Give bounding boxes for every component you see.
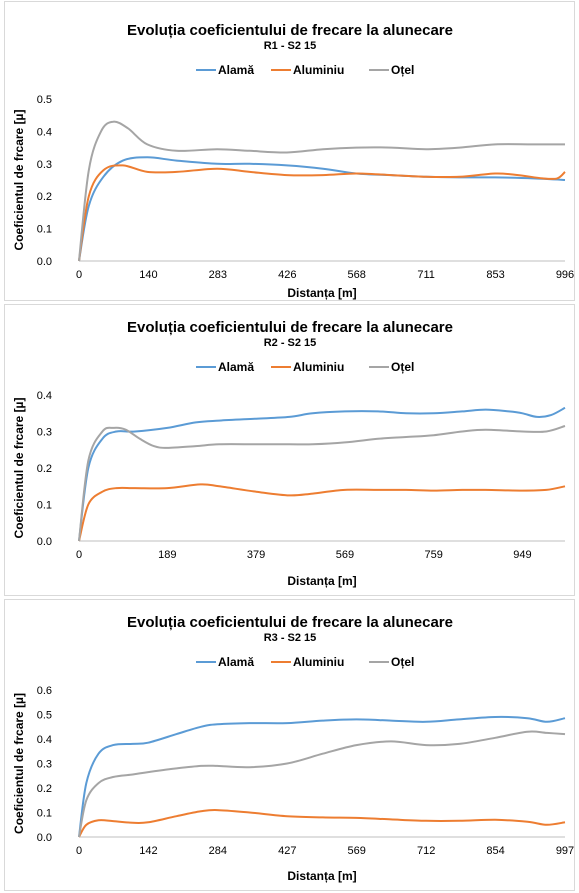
y-tick-label: 0.2	[37, 783, 52, 795]
legend-label: Oțel	[391, 63, 414, 77]
y-axis-label: Coeficientul de frcare [µ]	[12, 110, 26, 251]
chart-subtitle: R1 - S2 15	[264, 40, 317, 52]
x-axis-label: Distanța [m]	[287, 286, 356, 300]
x-tick-label: 284	[209, 845, 227, 857]
y-tick-label: 0.4	[37, 126, 52, 138]
x-axis-label: Distanța [m]	[287, 574, 356, 588]
x-tick-label: 996	[556, 269, 574, 281]
series-line	[78, 406, 566, 542]
y-tick-label: 0.5	[37, 710, 52, 722]
chart-title: Evoluția coeficientului de frecare la al…	[127, 319, 453, 336]
y-tick-label: 0.2	[37, 463, 52, 475]
x-axis-label: Distanța [m]	[287, 869, 356, 883]
y-tick-label: 0.4	[37, 734, 52, 746]
chart-panel-r1: Evoluția coeficientului de frecare la al…	[4, 1, 575, 301]
x-tick-label: 853	[486, 269, 504, 281]
x-tick-label: 569	[348, 845, 366, 857]
x-tick-label: 568	[348, 269, 366, 281]
y-tick-label: 0.4	[37, 390, 52, 402]
x-tick-label: 0	[76, 269, 82, 281]
y-tick-label: 0.1	[37, 224, 52, 236]
legend-label: Aluminiu	[293, 655, 344, 669]
x-tick-label: 0	[76, 549, 82, 561]
x-tick-label: 711	[417, 269, 435, 281]
series-line	[78, 425, 566, 542]
y-tick-label: 0.1	[37, 808, 52, 820]
x-tick-label: 140	[139, 269, 157, 281]
y-tick-label: 0.2	[37, 191, 52, 203]
chart-svg: Evoluția coeficientului de frecare la al…	[12, 22, 574, 300]
legend-label: Alamă	[218, 655, 254, 669]
chart-subtitle: R3 - S2 15	[264, 632, 317, 644]
x-tick-label: 379	[247, 549, 265, 561]
legend-label: Alamă	[218, 360, 254, 374]
y-tick-label: 0.3	[37, 759, 52, 771]
series-line	[78, 164, 566, 262]
y-tick-label: 0.3	[37, 159, 52, 171]
legend-label: Aluminiu	[293, 63, 344, 77]
y-tick-label: 0.0	[37, 536, 52, 548]
x-tick-label: 997	[556, 845, 574, 857]
x-tick-label: 0	[76, 845, 82, 857]
y-tick-label: 0.5	[37, 94, 52, 106]
series-line	[78, 730, 566, 838]
chart-svg: Evoluția coeficientului de frecare la al…	[12, 319, 566, 588]
y-tick-label: 0.0	[37, 256, 52, 268]
series-line	[78, 483, 566, 542]
x-tick-label: 427	[278, 845, 296, 857]
series-line	[78, 120, 565, 262]
legend-label: Oțel	[391, 655, 414, 669]
chart-subtitle: R2 - S2 15	[264, 337, 317, 349]
x-tick-label: 283	[209, 269, 227, 281]
x-tick-label: 189	[158, 549, 176, 561]
x-tick-label: 712	[417, 845, 435, 857]
y-tick-label: 0.3	[37, 427, 52, 439]
x-tick-label: 949	[513, 549, 531, 561]
chart-svg: Evoluția coeficientului de frecare la al…	[12, 614, 574, 883]
legend-label: Oțel	[391, 360, 414, 374]
chart-panel-r2: Evoluția coeficientului de frecare la al…	[4, 304, 575, 596]
x-tick-label: 426	[278, 269, 296, 281]
x-tick-label: 759	[425, 549, 443, 561]
legend-label: Alamă	[218, 63, 254, 77]
legend-label: Aluminiu	[293, 360, 344, 374]
series-line	[78, 156, 566, 262]
y-axis-label: Coeficientul de frcare [µ]	[12, 398, 26, 539]
x-tick-label: 854	[486, 845, 504, 857]
series-line	[78, 715, 566, 838]
x-tick-label: 142	[139, 845, 157, 857]
chart-title: Evoluția coeficientului de frecare la al…	[127, 22, 453, 39]
x-tick-label: 569	[336, 549, 354, 561]
y-tick-label: 0.0	[37, 832, 52, 844]
y-axis-label: Coeficientul de frcare [µ]	[12, 693, 26, 834]
chart-title: Evoluția coeficientului de frecare la al…	[127, 614, 453, 631]
chart-panel-r3: Evoluția coeficientului de frecare la al…	[4, 599, 575, 891]
y-tick-label: 0.6	[37, 685, 52, 697]
series-line	[78, 809, 566, 838]
y-tick-label: 0.1	[37, 500, 52, 512]
